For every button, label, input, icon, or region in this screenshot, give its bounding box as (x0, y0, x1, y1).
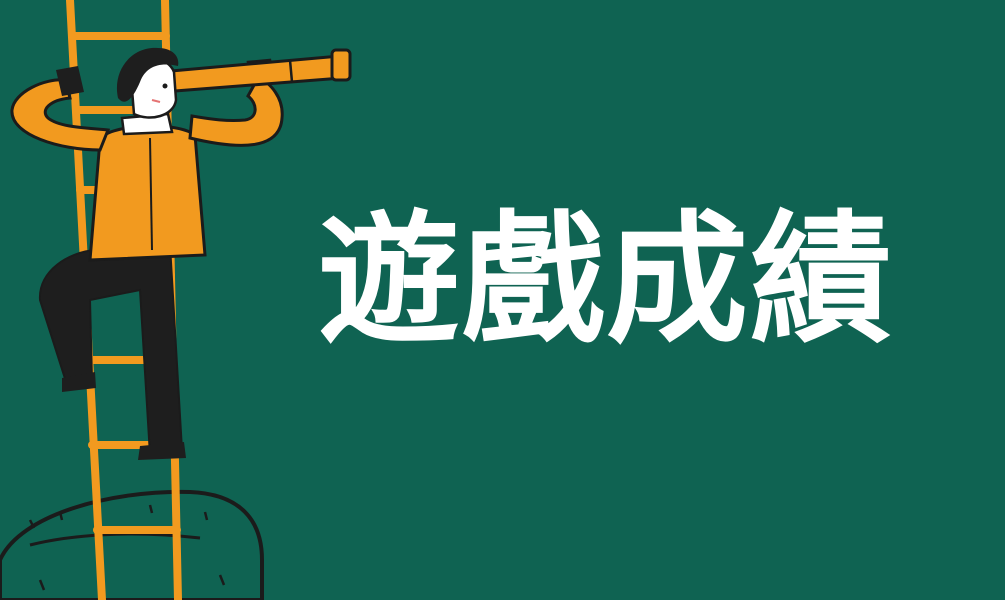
rock-illustration (0, 489, 264, 600)
legs-illustration (38, 243, 186, 460)
page-title: 遊戲成績 (318, 198, 894, 363)
man-on-ladder-with-telescope-icon (0, 0, 352, 600)
head-illustration (116, 47, 179, 136)
telescope-illustration (158, 48, 352, 94)
